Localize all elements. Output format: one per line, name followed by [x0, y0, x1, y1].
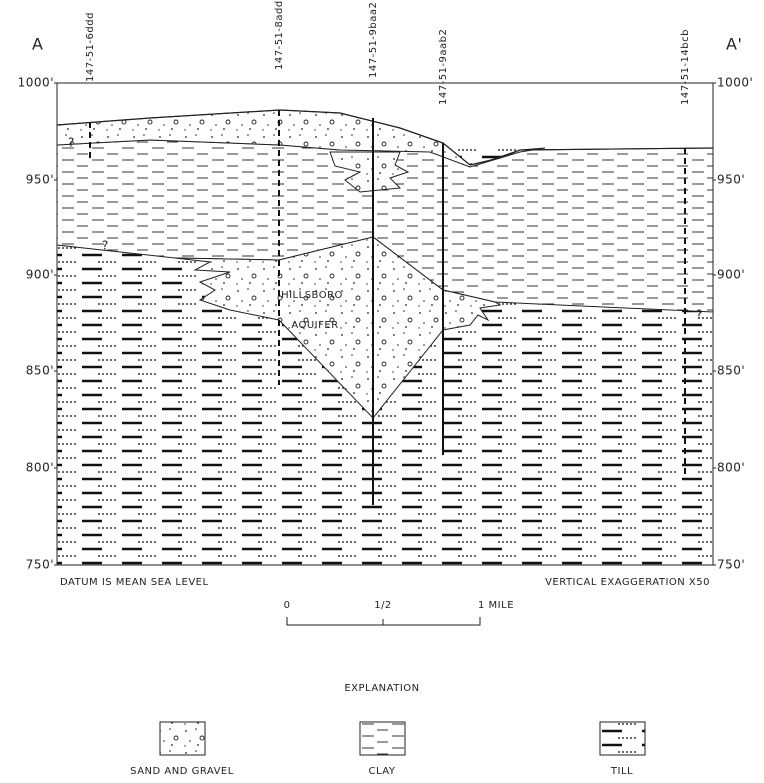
legend-label: SAND AND GRAVEL	[130, 766, 234, 777]
elevation-label: 900'	[717, 268, 745, 282]
section-end: A'	[726, 35, 742, 54]
elevation-label: 750'	[26, 558, 54, 572]
geology	[57, 83, 713, 565]
uncertain-mark: ?	[68, 136, 75, 150]
legend-swatch	[600, 722, 645, 755]
well-label: 147-51-9baa2	[368, 2, 379, 78]
elevation-label: 750'	[717, 558, 745, 572]
legend-title: EXPLANATION	[344, 683, 419, 694]
elevation-label: 800'	[717, 461, 745, 475]
uncertain-mark: ?	[696, 308, 703, 322]
legend-swatch	[360, 722, 405, 755]
elevation-label: 950'	[26, 173, 54, 187]
well-label: 147-51-9aab2	[438, 29, 449, 105]
elevation-label: 800'	[26, 461, 54, 475]
scale-label: 1 MILE	[478, 600, 514, 611]
scale-label: 1/2	[374, 600, 392, 611]
legend-label: CLAY	[369, 766, 396, 777]
legend-swatch	[160, 722, 205, 755]
elevation-label: 900'	[26, 268, 54, 282]
uncertain-mark: ?	[102, 239, 109, 253]
scale-bar: 0 1/2 1 MILE	[284, 600, 514, 625]
well-label: 147-51-14bcb	[680, 29, 691, 105]
legend: SAND AND GRAVEL CLAY TILL	[130, 722, 645, 777]
cross-section: A A' 147-51-6ddd 147-51-8add 147-51-9baa2 1…	[0, 0, 764, 783]
aquifer-label: HILLSBORO	[281, 290, 343, 301]
well-label: 147-51-6ddd	[85, 12, 96, 82]
legend-label: TILL	[610, 766, 633, 777]
elevation-label: 850'	[26, 364, 54, 378]
exaggeration-note: VERTICAL EXAGGERATION X50	[545, 577, 710, 588]
elevation-label: 1000'	[717, 76, 753, 90]
scale-label: 0	[284, 600, 291, 611]
elevation-label: 850'	[717, 364, 745, 378]
section-end: A	[32, 35, 43, 54]
elevation-label: 950'	[717, 173, 745, 187]
datum-note: DATUM IS MEAN SEA LEVEL	[60, 577, 209, 588]
aquifer-label: AQUIFER	[291, 320, 338, 331]
well-label: 147-51-8add	[274, 0, 285, 70]
elevation-label: 1000'	[18, 76, 54, 90]
